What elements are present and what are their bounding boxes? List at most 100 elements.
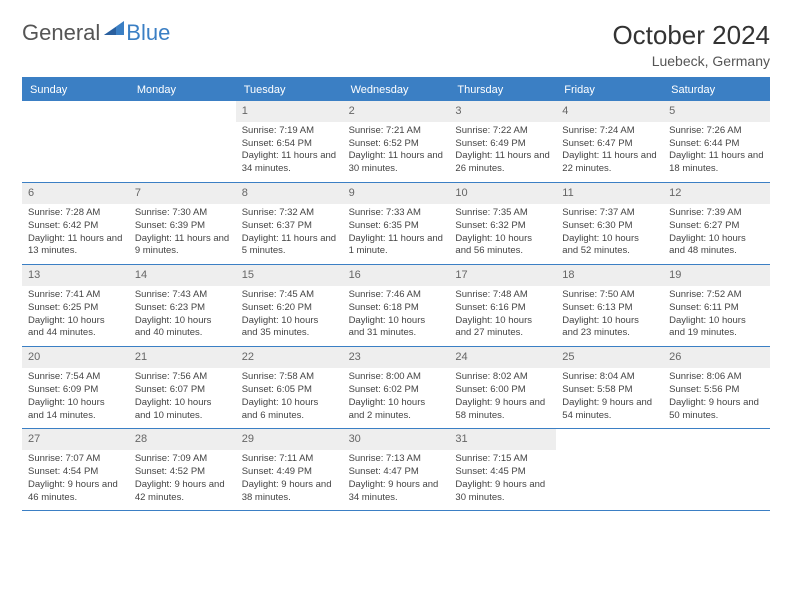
day-cell: 30Sunrise: 7:13 AMSunset: 4:47 PMDayligh… — [343, 429, 450, 510]
week-row: 1Sunrise: 7:19 AMSunset: 6:54 PMDaylight… — [22, 101, 770, 183]
day-header-cell: Thursday — [449, 79, 556, 101]
day-number: 6 — [22, 183, 129, 204]
location: Luebeck, Germany — [612, 53, 770, 69]
day-cell: 7Sunrise: 7:30 AMSunset: 6:39 PMDaylight… — [129, 183, 236, 264]
logo-triangle-icon — [104, 21, 124, 35]
day-cell: 19Sunrise: 7:52 AMSunset: 6:11 PMDayligh… — [663, 265, 770, 346]
day-cell: 11Sunrise: 7:37 AMSunset: 6:30 PMDayligh… — [556, 183, 663, 264]
day-number: 28 — [129, 429, 236, 450]
day-cell: 12Sunrise: 7:39 AMSunset: 6:27 PMDayligh… — [663, 183, 770, 264]
day-content: Sunrise: 8:04 AMSunset: 5:58 PMDaylight:… — [556, 368, 663, 428]
day-content: Sunrise: 7:26 AMSunset: 6:44 PMDaylight:… — [663, 122, 770, 182]
day-content: Sunrise: 7:46 AMSunset: 6:18 PMDaylight:… — [343, 286, 450, 346]
day-content: Sunrise: 7:28 AMSunset: 6:42 PMDaylight:… — [22, 204, 129, 264]
logo: General Blue — [22, 20, 170, 46]
day-cell — [129, 101, 236, 182]
day-content: Sunrise: 8:06 AMSunset: 5:56 PMDaylight:… — [663, 368, 770, 428]
day-cell: 15Sunrise: 7:45 AMSunset: 6:20 PMDayligh… — [236, 265, 343, 346]
day-number: 22 — [236, 347, 343, 368]
day-content: Sunrise: 7:13 AMSunset: 4:47 PMDaylight:… — [343, 450, 450, 510]
day-cell: 20Sunrise: 7:54 AMSunset: 6:09 PMDayligh… — [22, 347, 129, 428]
day-cell — [556, 429, 663, 510]
day-cell: 22Sunrise: 7:58 AMSunset: 6:05 PMDayligh… — [236, 347, 343, 428]
day-cell: 18Sunrise: 7:50 AMSunset: 6:13 PMDayligh… — [556, 265, 663, 346]
day-content: Sunrise: 7:39 AMSunset: 6:27 PMDaylight:… — [663, 204, 770, 264]
day-number: 29 — [236, 429, 343, 450]
day-number: 1 — [236, 101, 343, 122]
logo-text-1: General — [22, 20, 100, 46]
day-cell: 5Sunrise: 7:26 AMSunset: 6:44 PMDaylight… — [663, 101, 770, 182]
day-number: 31 — [449, 429, 556, 450]
day-number: 26 — [663, 347, 770, 368]
day-number: 19 — [663, 265, 770, 286]
day-number: 23 — [343, 347, 450, 368]
day-content: Sunrise: 7:50 AMSunset: 6:13 PMDaylight:… — [556, 286, 663, 346]
day-header-cell: Wednesday — [343, 79, 450, 101]
day-cell: 17Sunrise: 7:48 AMSunset: 6:16 PMDayligh… — [449, 265, 556, 346]
day-cell: 9Sunrise: 7:33 AMSunset: 6:35 PMDaylight… — [343, 183, 450, 264]
day-header-row: SundayMondayTuesdayWednesdayThursdayFrid… — [22, 79, 770, 101]
day-number: 17 — [449, 265, 556, 286]
day-content: Sunrise: 7:52 AMSunset: 6:11 PMDaylight:… — [663, 286, 770, 346]
day-content: Sunrise: 7:33 AMSunset: 6:35 PMDaylight:… — [343, 204, 450, 264]
day-content: Sunrise: 7:30 AMSunset: 6:39 PMDaylight:… — [129, 204, 236, 264]
day-number: 27 — [22, 429, 129, 450]
header: General Blue October 2024 Luebeck, Germa… — [22, 20, 770, 69]
day-content: Sunrise: 7:24 AMSunset: 6:47 PMDaylight:… — [556, 122, 663, 182]
day-cell: 21Sunrise: 7:56 AMSunset: 6:07 PMDayligh… — [129, 347, 236, 428]
week-row: 20Sunrise: 7:54 AMSunset: 6:09 PMDayligh… — [22, 347, 770, 429]
day-header-cell: Tuesday — [236, 79, 343, 101]
day-content: Sunrise: 7:35 AMSunset: 6:32 PMDaylight:… — [449, 204, 556, 264]
day-content: Sunrise: 8:00 AMSunset: 6:02 PMDaylight:… — [343, 368, 450, 428]
week-row: 6Sunrise: 7:28 AMSunset: 6:42 PMDaylight… — [22, 183, 770, 265]
day-content: Sunrise: 7:32 AMSunset: 6:37 PMDaylight:… — [236, 204, 343, 264]
day-number: 4 — [556, 101, 663, 122]
day-number: 16 — [343, 265, 450, 286]
day-cell: 13Sunrise: 7:41 AMSunset: 6:25 PMDayligh… — [22, 265, 129, 346]
day-content: Sunrise: 7:56 AMSunset: 6:07 PMDaylight:… — [129, 368, 236, 428]
day-cell: 24Sunrise: 8:02 AMSunset: 6:00 PMDayligh… — [449, 347, 556, 428]
week-row: 13Sunrise: 7:41 AMSunset: 6:25 PMDayligh… — [22, 265, 770, 347]
day-cell: 8Sunrise: 7:32 AMSunset: 6:37 PMDaylight… — [236, 183, 343, 264]
day-cell — [663, 429, 770, 510]
day-content: Sunrise: 7:21 AMSunset: 6:52 PMDaylight:… — [343, 122, 450, 182]
day-number: 15 — [236, 265, 343, 286]
day-content: Sunrise: 7:48 AMSunset: 6:16 PMDaylight:… — [449, 286, 556, 346]
day-number: 13 — [22, 265, 129, 286]
day-number: 30 — [343, 429, 450, 450]
day-cell — [22, 101, 129, 182]
day-content: Sunrise: 7:07 AMSunset: 4:54 PMDaylight:… — [22, 450, 129, 510]
day-content: Sunrise: 7:58 AMSunset: 6:05 PMDaylight:… — [236, 368, 343, 428]
day-cell: 25Sunrise: 8:04 AMSunset: 5:58 PMDayligh… — [556, 347, 663, 428]
day-content: Sunrise: 7:37 AMSunset: 6:30 PMDaylight:… — [556, 204, 663, 264]
day-cell: 4Sunrise: 7:24 AMSunset: 6:47 PMDaylight… — [556, 101, 663, 182]
day-number: 10 — [449, 183, 556, 204]
day-cell: 16Sunrise: 7:46 AMSunset: 6:18 PMDayligh… — [343, 265, 450, 346]
day-content: Sunrise: 7:41 AMSunset: 6:25 PMDaylight:… — [22, 286, 129, 346]
day-cell: 2Sunrise: 7:21 AMSunset: 6:52 PMDaylight… — [343, 101, 450, 182]
title-block: October 2024 Luebeck, Germany — [612, 20, 770, 69]
day-number: 24 — [449, 347, 556, 368]
day-number: 18 — [556, 265, 663, 286]
day-header-cell: Monday — [129, 79, 236, 101]
logo-text-2: Blue — [126, 20, 170, 46]
day-number: 25 — [556, 347, 663, 368]
day-cell: 26Sunrise: 8:06 AMSunset: 5:56 PMDayligh… — [663, 347, 770, 428]
day-content: Sunrise: 7:22 AMSunset: 6:49 PMDaylight:… — [449, 122, 556, 182]
day-number: 3 — [449, 101, 556, 122]
day-cell: 6Sunrise: 7:28 AMSunset: 6:42 PMDaylight… — [22, 183, 129, 264]
day-cell: 1Sunrise: 7:19 AMSunset: 6:54 PMDaylight… — [236, 101, 343, 182]
week-row: 27Sunrise: 7:07 AMSunset: 4:54 PMDayligh… — [22, 429, 770, 511]
day-cell: 14Sunrise: 7:43 AMSunset: 6:23 PMDayligh… — [129, 265, 236, 346]
day-number: 8 — [236, 183, 343, 204]
day-number: 14 — [129, 265, 236, 286]
day-content: Sunrise: 8:02 AMSunset: 6:00 PMDaylight:… — [449, 368, 556, 428]
day-number: 20 — [22, 347, 129, 368]
day-content: Sunrise: 7:54 AMSunset: 6:09 PMDaylight:… — [22, 368, 129, 428]
day-cell: 29Sunrise: 7:11 AMSunset: 4:49 PMDayligh… — [236, 429, 343, 510]
day-header-cell: Friday — [556, 79, 663, 101]
day-cell: 3Sunrise: 7:22 AMSunset: 6:49 PMDaylight… — [449, 101, 556, 182]
day-content: Sunrise: 7:15 AMSunset: 4:45 PMDaylight:… — [449, 450, 556, 510]
day-content: Sunrise: 7:19 AMSunset: 6:54 PMDaylight:… — [236, 122, 343, 182]
month-title: October 2024 — [612, 20, 770, 51]
